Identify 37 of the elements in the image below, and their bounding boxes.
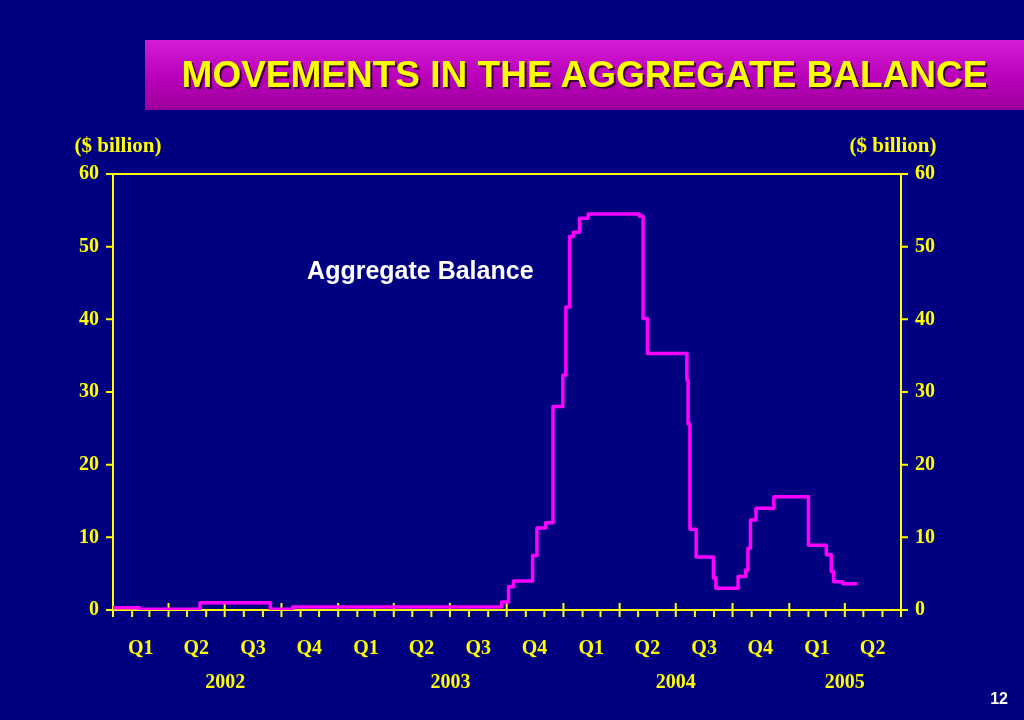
y2-axis-title: ($ billion) <box>849 133 937 158</box>
y2-tick-label: 20 <box>915 451 935 474</box>
y2-tick-label: 60 <box>915 161 935 184</box>
y-tick-label: 50 <box>79 233 99 256</box>
x-tick-label: Q3 <box>691 636 717 659</box>
y-tick-label: 0 <box>89 597 99 620</box>
x-tick-label: Q2 <box>408 636 435 659</box>
x-tick-label: Q1 <box>804 636 830 659</box>
y-axis-title: ($ billion) <box>74 133 162 158</box>
y-tick-label: 20 <box>79 451 99 474</box>
x2-tick-label: 2004 <box>655 670 696 693</box>
x2-tick-label: 2002 <box>205 670 246 693</box>
x-tick-label: Q2 <box>183 636 210 659</box>
x-tick-label: Q1 <box>578 636 605 659</box>
chart-title: MOVEMENTS IN THE AGGREGATE BALANCE <box>181 54 988 96</box>
x-tick-label: Q1 <box>353 636 379 659</box>
x-tick-label: Q1 <box>127 636 154 659</box>
x-tick-label: Q3 <box>465 636 492 659</box>
x2-tick-label: 2005 <box>824 670 865 693</box>
text: 12 <box>990 690 1008 708</box>
y2-tick-label: 40 <box>915 306 935 329</box>
y2-tick-label: 0 <box>915 597 925 620</box>
y2-tick-label: 10 <box>915 524 935 547</box>
x2-tick-label: 2003 <box>430 670 471 693</box>
x-tick-label: Q2 <box>859 636 886 659</box>
x-tick-label: Q3 <box>240 636 266 659</box>
series-label: Aggregate Balance <box>307 255 534 284</box>
x-tick-label: Q4 <box>296 636 323 659</box>
y-tick-label: 60 <box>79 161 99 184</box>
x-tick-label: Q2 <box>634 636 661 659</box>
y-tick-label: 40 <box>79 306 99 329</box>
x-tick-label: Q4 <box>521 636 548 659</box>
y2-tick-label: 50 <box>915 233 935 256</box>
y2-tick-label: 30 <box>915 379 935 402</box>
y-tick-label: 10 <box>79 524 99 547</box>
y-tick-label: 30 <box>79 379 99 402</box>
x-tick-label: Q4 <box>747 636 774 659</box>
